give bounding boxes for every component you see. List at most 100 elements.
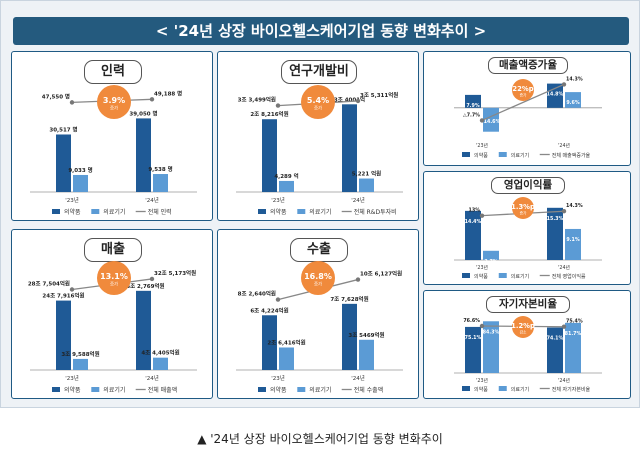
bar-device [153,357,168,370]
category-label: '24년 [351,196,365,204]
bar-device [565,92,581,108]
data-label-device: 4,289 억 [274,172,298,180]
panel-equity-ratio: 자기자본비율 75.1% 84.3% '23년 74.1% 81.7% '24년 76.6%… [423,290,631,399]
legend-swatch [52,387,60,392]
panel-sales-growth: 매출액증가율 7.9% -14.6% '23년 14.8% 9.6% '24년 △7.7% 1… [423,51,631,166]
legend-label: 의료기기 [511,152,529,159]
legend-label: 의료기기 [103,208,125,216]
total-point [561,209,567,214]
data-label-device: 9,033 명 [68,166,92,174]
chart-growth: 7.9% -14.6% '23년 14.8%9.6% '24년 △7.7% 14.3% 22%… [454,76,602,159]
change-badge [512,316,534,338]
total-point [479,118,485,123]
badge-label: 증가 [314,105,322,112]
badge-value: 5.4% [307,96,329,105]
bar-pharma [465,210,481,260]
panel-title: 영업이익률 [491,177,565,194]
bar-pharma [262,119,277,192]
bar-pharma [465,326,481,373]
total-label: 75.4% [566,319,583,325]
legend-swatch [498,386,507,391]
total-point [561,82,567,87]
data-label-device: 3조 5469억원 [348,331,384,339]
data-label-device: 3조 9,588억원 [61,350,99,358]
chart-workforce: 30,517 명 9,033 명 '23년 39,050 명 9,538 명 '24년 47… [30,85,197,216]
legend-swatch [297,209,306,214]
category-label: '24년 [558,142,570,149]
total-point [479,213,485,218]
bar-pharma [56,134,71,192]
data-label-device: 2.7% [484,259,497,265]
legend-label: 의료기기 [511,273,529,280]
badge-label: 감소 [520,329,527,334]
panel-rnd: 연구개발비 2조 8,216억원 4,289 억 '23년 3조 4001억 5,221… [217,51,419,221]
legend-label: 전체 자기자본비율 [552,386,591,393]
legend-label: 의료기기 [309,208,331,216]
bar-pharma [136,118,151,192]
legend-swatch [498,152,507,157]
panel-title: 매출액증가율 [488,57,568,74]
change-badge [97,261,131,295]
legend-label: 의료기기 [309,386,331,394]
data-label-pharma: 30,517 명 [49,125,77,133]
total-label: 14.3% [566,76,583,82]
data-label-device: 2조 6,416억원 [267,338,305,346]
bar-device [73,174,88,192]
data-label-pharma: 74.1% [547,336,564,342]
category-label: '24년 [145,196,159,204]
badge-label: 증가 [110,105,118,112]
legend-label: 전체 영업이익률 [552,273,586,280]
legend-label: 의약품 [474,152,488,159]
data-label-device: 5,221 억원 [352,170,381,178]
change-badge [512,79,534,101]
data-label-pharma: 7.9% [466,103,479,109]
panel-sales: 매출 24조 7,916억원 3조 9,588억원 '23년 28조 2,769억원 4… [11,229,213,399]
category-label: '24년 [558,264,570,271]
panel-workforce: 인력 30,517 명 9,033 명 '23년 39,050 명 9,538 명 '24… [11,51,213,221]
change-badge [301,85,335,119]
data-label-device: 84.3% [483,329,500,335]
caption: ▲ '24년 상장 바이오헬스케어기업 동향 변화추이 [197,432,443,446]
legend-swatch [258,209,266,214]
total-label: 49,188 명 [154,89,182,97]
total-label: 14.3% [566,203,583,209]
total-point [561,324,567,329]
total-point [479,323,485,329]
bar-device [73,358,88,370]
legend-label: 전체 인력 [148,208,172,216]
legend-label: 의약품 [474,386,488,393]
data-label-device: 9.6% [566,100,579,106]
bar-pharma [56,300,71,370]
data-label-pharma: 7조 7,628억원 [330,295,368,303]
badge-value: 1.2%p [511,322,535,330]
bar-device [359,339,374,370]
bar-device [359,178,374,192]
category-label: '23년 [476,142,488,149]
total-point [149,276,155,282]
badge-value: 22%p [512,85,533,93]
legend-label: 전체 매출액 [148,386,178,394]
badge-value: 3.9% [103,96,125,105]
change-badge [301,261,335,295]
data-label-pharma: 2조 8,216억원 [250,110,288,118]
legend-label: 의약품 [270,208,287,216]
chart-exports: 6조 4,224억원 2조 6,416억원 '23년 7조 7,628억원 3조 546… [236,261,403,394]
legend-label: 전체 R&D투자비 [354,208,397,216]
bar-pharma [547,207,563,260]
legend-label: 의약품 [474,273,488,280]
total-label: 28조 7,504억원 [28,279,70,287]
panel-exports: 수출 6조 4,224억원 2조 6,416억원 '23년 7조 7,628억원 3조 … [217,229,419,399]
legend-label: 의료기기 [511,386,529,393]
total-label: 76.6% [463,318,480,324]
data-label-device: 4조 4,405억원 [141,349,179,357]
total-point [355,98,361,104]
total-point [69,100,75,105]
bar-device [279,180,294,192]
category-label: '23년 [271,196,285,204]
data-label-pharma: 28조 2,769억원 [122,282,164,290]
category-label: '23년 [65,196,79,204]
total-label: 8조 2,640억원 [238,290,276,298]
category-label: '24년 [145,374,159,382]
panel-title: 연구개발비 [281,60,357,84]
panel-title: 매출 [84,238,142,262]
